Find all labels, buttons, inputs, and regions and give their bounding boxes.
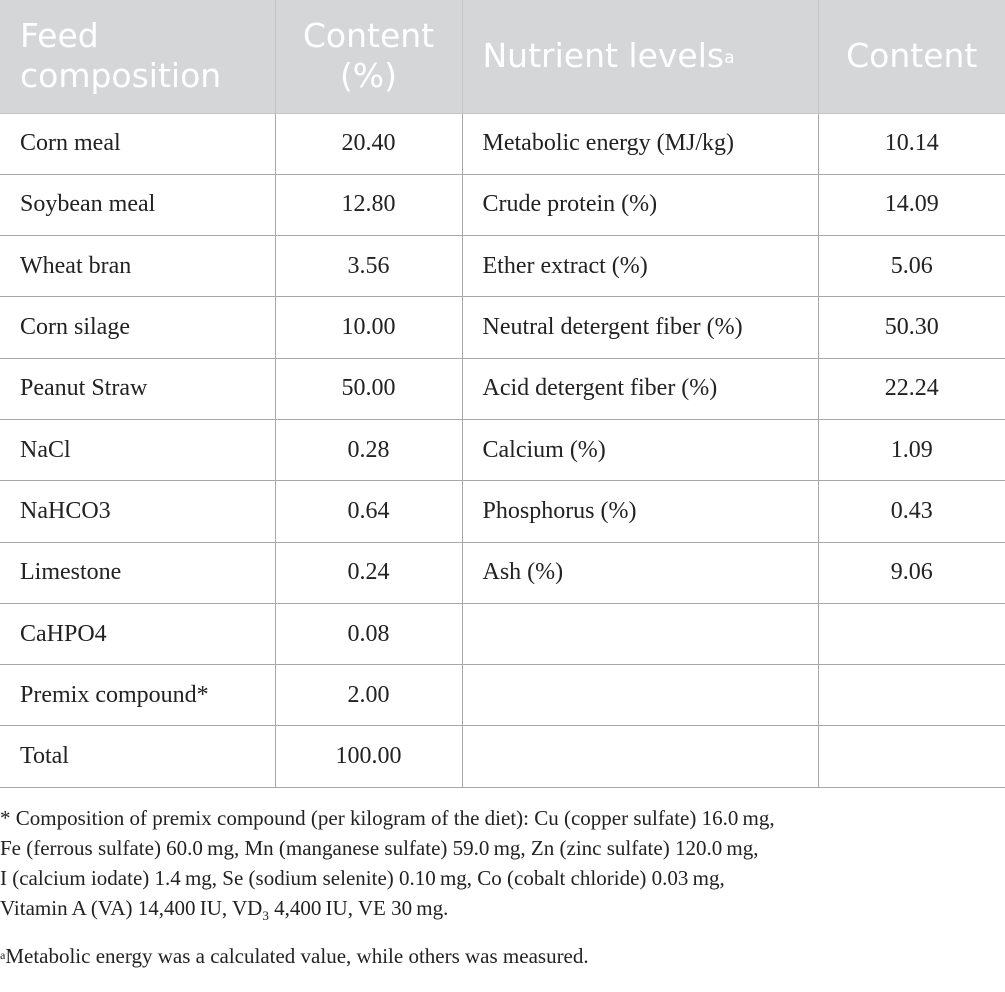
nutrient-content-cell [817, 602, 1005, 666]
feed-content-cell: 3.56 [274, 235, 463, 298]
footnote-marker: a [0, 948, 6, 963]
nutrient-name-cell: Ether extract (%) [461, 235, 819, 298]
nutrient-name-cell: Phosphorus (%) [461, 480, 819, 543]
nutrient-content-cell: 14.09 [817, 173, 1005, 237]
table-row: NaCl 0.28 Calcium (%) 1.09 [0, 418, 1005, 482]
feed-ingredient-cell: Corn meal [0, 112, 276, 175]
table-row: NaHCO3 0.64 Phosphorus (%) 0.43 [0, 480, 1005, 543]
table-row: Limestone 0.24 Ash (%) 9.06 [0, 541, 1005, 604]
feed-ingredient-cell: Total [0, 725, 276, 788]
feed-content-cell: 50.00 [274, 357, 463, 420]
nutrient-name-cell: Calcium (%) [461, 418, 819, 482]
nutrient-content-cell [817, 664, 1005, 727]
feed-content-cell: 2.00 [274, 664, 463, 727]
footnote-marker: a [724, 48, 735, 69]
nutrient-name-cell: Neutral detergent fiber (%) [461, 296, 819, 359]
table-row: Corn silage 10.00 Neutral detergent fiber … [0, 296, 1005, 359]
feed-content-cell: 0.64 [274, 480, 463, 543]
feed-content-cell: 0.24 [274, 541, 463, 604]
nutrient-name-cell [461, 725, 819, 788]
feed-ingredient-cell: Wheat bran [0, 235, 276, 298]
feed-content-cell: 0.28 [274, 418, 463, 482]
premix-footnote-line: Vitamin A (VA) 14,400 IU, VD3 4,400 IU, … [0, 896, 449, 924]
nutrient-content-cell: 0.43 [817, 480, 1005, 543]
feed-content-cell: 20.40 [274, 112, 463, 175]
nutrient-name-cell: Ash (%) [461, 541, 819, 604]
header-nutrient-levels: Nutrient levelsa [461, 0, 819, 114]
table-row: Wheat bran 3.56 Ether extract (%) 5.06 [0, 235, 1005, 298]
feed-ingredient-cell: Soybean meal [0, 173, 276, 237]
nutrient-name-cell: Metabolic energy (MJ/kg) [461, 112, 819, 175]
nutrient-content-cell: 10.14 [817, 112, 1005, 175]
feed-composition-table: Feed composition Content (%) Nutrient leve… [0, 0, 1005, 788]
feed-ingredient-cell: NaCl [0, 418, 276, 482]
feed-ingredient-cell: Limestone [0, 541, 276, 604]
premix-footnote-line: Fe (ferrous sulfate) 60.0 mg, Mn (mangan… [0, 836, 759, 860]
feed-content-cell: 0.08 [274, 602, 463, 666]
table-header-row: Feed composition Content (%) Nutrient leve… [0, 0, 1005, 114]
table-footnotes: * Composition of premix compound (per ki… [0, 803, 1005, 971]
table-row: Corn meal 20.40 Metabolic energy (MJ/kg) 10… [0, 112, 1005, 175]
nutrient-name-cell: Acid detergent fiber (%) [461, 357, 819, 420]
table-row: Soybean meal 12.80 Crude protein (%) 14.09 [0, 173, 1005, 237]
feed-ingredient-cell: Corn silage [0, 296, 276, 359]
nutrient-name-cell [461, 664, 819, 727]
table-row: Total 100.00 [0, 725, 1005, 788]
header-content-percent: Content (%) [274, 0, 463, 114]
feed-content-cell: 10.00 [274, 296, 463, 359]
nutrient-content-cell: 50.30 [817, 296, 1005, 359]
premix-footnote-line: I (calcium iodate) 1.4 mg, Se (sodium se… [0, 866, 725, 890]
feed-content-cell: 100.00 [274, 725, 463, 788]
nutrient-content-cell: 9.06 [817, 541, 1005, 604]
feed-ingredient-cell: NaHCO3 [0, 480, 276, 543]
nutrient-content-cell: 1.09 [817, 418, 1005, 482]
table-row: CaHPO4 0.08 [0, 602, 1005, 666]
nutrient-name-cell: Crude protein (%) [461, 173, 819, 237]
table-row: Premix compound* 2.00 [0, 664, 1005, 727]
nutrient-content-cell [817, 725, 1005, 788]
nutrient-name-cell [461, 602, 819, 666]
premix-footnote-line: * Composition of premix compound (per ki… [0, 806, 775, 830]
feed-content-cell: 12.80 [274, 173, 463, 237]
header-feed-composition: Feed composition [0, 0, 276, 114]
feed-ingredient-cell: Premix compound* [0, 664, 276, 727]
metabolic-energy-footnote: aMetabolic energy was a calculated value… [0, 944, 589, 969]
nutrient-content-cell: 22.24 [817, 357, 1005, 420]
premix-footnote: * Composition of premix compound (per ki… [0, 803, 1005, 931]
header-content: Content [817, 0, 1005, 114]
feed-ingredient-cell: CaHPO4 [0, 602, 276, 666]
nutrient-content-cell: 5.06 [817, 235, 1005, 298]
table-row: Peanut Straw 50.00 Acid detergent fiber (%… [0, 357, 1005, 420]
feed-ingredient-cell: Peanut Straw [0, 357, 276, 420]
